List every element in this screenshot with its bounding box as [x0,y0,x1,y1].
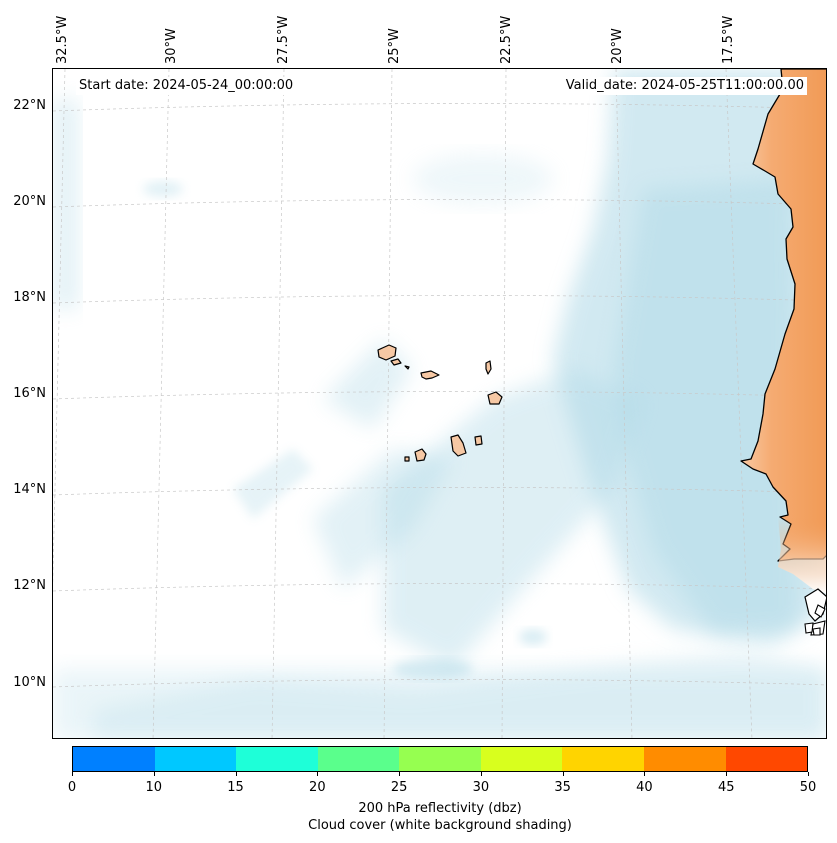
colorbar-segment [154,747,237,771]
colorbar-segment [643,747,726,771]
colorbar-tick-label: 15 [227,780,244,795]
colorbar-segment [480,747,563,771]
lon-label-32-5w: 32.5°W [55,15,70,64]
island-sao-vicente [390,358,402,366]
island-santa-luzia [404,365,410,370]
colorbar-sublabel: Cloud cover (white background shading) [308,818,572,833]
island-brava [404,456,410,462]
lat-label-16n: 16°N [13,386,46,401]
colorbar-tick-label: 40 [636,780,653,795]
reflectivity-colorbar [72,746,808,772]
map-canvas [53,69,826,738]
colorbar-tick-label: 20 [309,780,326,795]
colorbar-tick [808,772,809,776]
colorbar-segment [399,747,481,771]
colorbar-tick-label: 25 [390,780,408,795]
island-santo-antao [377,344,397,361]
colorbar-tick [399,772,401,776]
colorbar-tick [726,772,728,776]
island-maio [474,435,483,446]
bissagos-islands [804,604,826,636]
colorbar-tick [480,772,482,776]
colorbar-tick [235,772,237,776]
lon-label-25w: 25°W [387,28,402,64]
island-boa-vista [487,391,503,405]
lat-label-22n: 22°N [13,98,46,113]
lon-label-22-5w: 22.5°W [499,15,514,64]
lat-label-20n: 20°N [13,194,46,209]
map-panel [52,68,827,739]
colorbar-label: 200 hPa reflectivity (dbz) [358,801,522,816]
colorbar-segment [562,747,644,771]
island-santiago [450,434,467,457]
lat-label-12n: 12°N [13,578,46,593]
colorbar-segment [725,747,808,771]
lat-label-14n: 14°N [13,482,46,497]
lon-label-30w: 30°W [164,28,179,64]
lat-label-18n: 18°N [13,290,46,305]
colorbar-tick-label: 0 [67,780,77,795]
colorbar-tick [562,772,564,776]
colorbar-tick-label: 50 [799,780,817,795]
lat-label-10n: 10°N [13,675,46,690]
colorbar-tick-label: 45 [717,780,735,795]
colorbar-tick-label: 30 [472,780,490,795]
colorbar-segment [73,747,155,771]
island-sal [485,360,492,375]
start-date-annotation: Start date: 2024-05-24_00:00:00 [76,77,297,95]
colorbar-tick [317,772,319,776]
colorbar-segment [236,747,318,771]
colorbar-segment [317,747,400,771]
lon-label-27-5w: 27.5°W [276,15,291,64]
valid-date-annotation: Valid_date: 2024-05-25T11:00:00.00 [562,77,807,95]
cape-verde-islands [377,344,503,462]
island-sao-nicolau [420,370,440,380]
colorbar-tick [153,772,155,776]
colorbar-tick-label: 10 [145,780,163,795]
lon-label-20w: 20°W [610,28,625,64]
colorbar-tick-label: 35 [554,780,571,795]
cloud-cover-layer [53,69,826,738]
africa-coast [740,69,826,636]
graticule [53,69,826,738]
colorbar-tick [72,772,73,776]
lon-label-17-5w: 17.5°W [721,15,736,64]
colorbar-tick [644,772,646,776]
island-fogo [414,448,427,462]
